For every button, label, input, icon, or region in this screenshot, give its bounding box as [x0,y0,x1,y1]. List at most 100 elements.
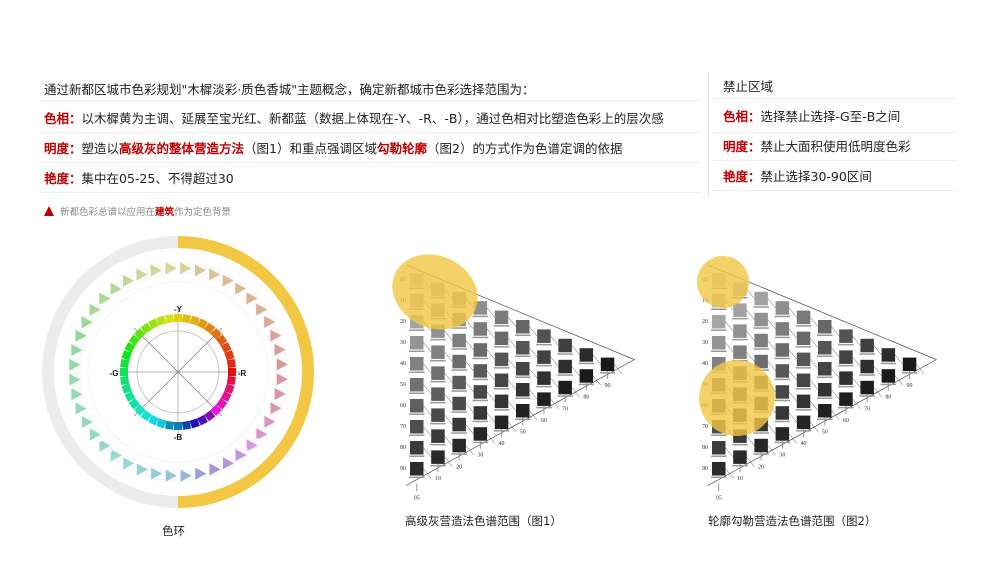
hue-swatch [148,318,159,330]
swatch-code [795,388,812,390]
nuance-swatch [775,364,790,378]
hue-swatch [134,404,146,416]
hue-swatch [156,418,167,429]
nuance-triangle [136,268,148,281]
divider [712,132,957,133]
nuance-swatch [818,404,832,418]
intro-line: 通过新都区城市色彩规划"木樨淡彩·质色香城"主题概念，确定新都城市色彩选择范围为… [44,82,535,97]
nuance-grid: 0510203040506070809005102030405060708090 [697,256,937,502]
nuance-swatch [494,310,509,325]
nuance-triangle [123,274,135,287]
grid-connector [852,356,861,367]
nuance-swatch [839,392,853,406]
nuance-swatch [431,345,445,359]
column-label: 30 [779,453,785,459]
nuance-swatch [473,427,488,441]
nuance-triangle [264,415,276,428]
nuance-swatch [452,417,466,432]
column-label: 80 [583,395,589,401]
wheel-axis-line [133,327,223,417]
swatch-code [859,374,875,376]
nuance-triangle [246,292,258,305]
nuance-triangle [99,292,111,305]
figure2-caption: 轮廓勾勒营造法色谱范围（图2） [708,514,877,528]
hue-swatch [216,334,228,346]
nuance-swatch [796,310,811,325]
swatch-code [817,334,833,336]
grid-connector [831,410,840,421]
swatch-code [409,413,425,415]
grid-connector [423,468,432,479]
nuance-swatch [452,375,466,390]
hue-swatch [121,350,132,361]
nuance-swatch [860,380,874,395]
nuance-triangle [209,463,221,476]
highlight-text: 建筑 [155,207,175,218]
column-label: 20 [456,464,462,470]
column-label: 80 [885,395,891,401]
grid-connector [465,319,474,330]
grid-connector [444,435,453,446]
nuance-swatch [775,343,790,357]
grid-connector [571,366,580,377]
swatch-code [880,362,897,365]
grid-connector [486,328,495,339]
hue-swatch [226,358,236,369]
nuance-swatch [410,441,424,455]
swatch-code [472,357,489,360]
swatch-code [409,476,425,478]
nuance-swatch [754,354,768,369]
swatch-code [430,443,446,446]
row-label: 90 [702,466,708,472]
grid-connector [746,330,755,341]
grid-connector [788,433,797,444]
row-label: 50 [400,382,406,388]
swatch-code [753,327,769,329]
nuance-swatch [516,404,530,418]
column-label: 50 [822,430,828,436]
nuance-triangle [209,268,221,281]
swatch-code [838,385,854,388]
nuance-swatch [494,415,509,430]
grid-connector [894,354,903,365]
swatch-code [838,343,854,346]
grid-connector [746,435,755,446]
column-label: 10 [435,476,441,482]
wheel-caption: 色环 [162,524,185,538]
grid-connector [465,340,474,351]
swatch-code [774,357,791,360]
nuance-swatch [537,371,551,385]
hue-swatch [197,414,208,426]
hue-label: 色相： [44,111,82,126]
grid-connector [529,368,538,379]
wheel-guide-circle [87,281,269,463]
swatch-code [472,378,489,381]
figure1-caption: 高级灰营造法色谱范围（图1） [405,514,562,528]
nuance-triangle [264,316,276,329]
swatch-code [711,455,727,457]
column-label: 40 [499,441,505,447]
nuance-swatch [733,303,747,317]
hue-swatch [226,375,236,386]
hue-swatch [216,398,228,410]
hue-swatch [140,322,152,334]
nuance-swatch [452,396,466,411]
swatch-code [838,364,854,367]
nuance-swatch [733,345,747,359]
swatch-code [472,420,489,423]
grid-connector [810,422,819,432]
text: 禁止选择30-90区间 [760,169,872,184]
nuance-grid: 0510203040506070809005102030405060708090 [392,254,635,502]
grid-connector [873,387,882,398]
swatch-code [774,420,791,423]
grid-connector [444,456,453,467]
nuance-triangle [110,282,122,295]
nuance-triangle [274,343,286,356]
grid-connector [788,391,797,402]
hue-swatch [120,375,130,386]
swatch-code [430,359,446,362]
swatch-code [409,455,425,457]
grid-connector [508,380,517,390]
swatch-code [732,443,748,446]
nuance-triangle [235,282,247,295]
